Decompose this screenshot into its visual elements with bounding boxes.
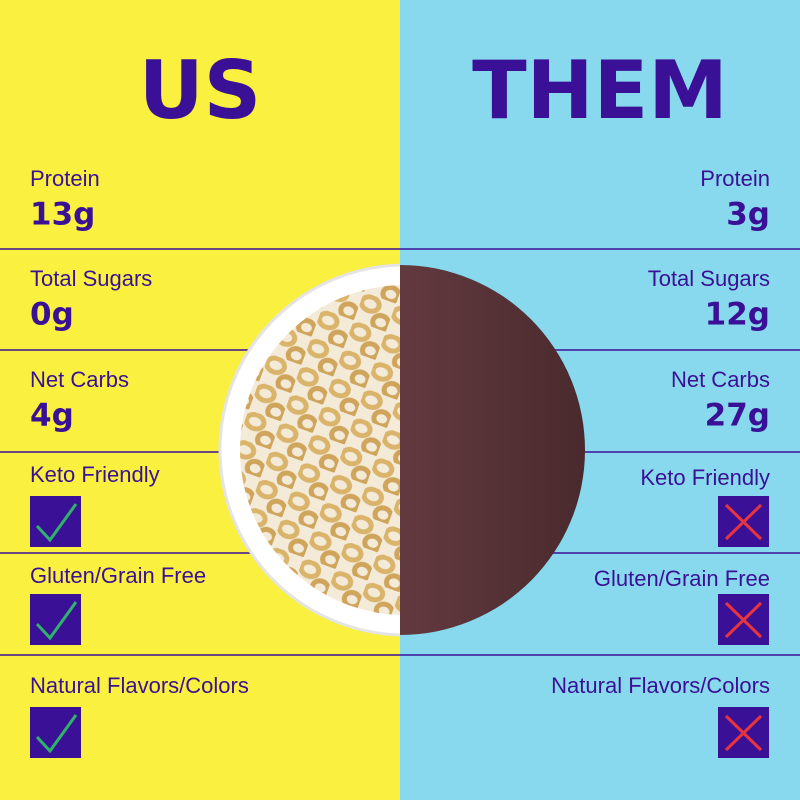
them-label: Protein	[700, 166, 770, 191]
cereal-bowl	[218, 263, 400, 637]
us-value: 13g	[30, 197, 95, 233]
them-value: 3g	[726, 197, 770, 233]
them-title: THEM	[472, 44, 728, 137]
check-icon	[35, 601, 78, 641]
chocolate-cereal	[400, 265, 585, 635]
them-value: 27g	[705, 398, 770, 434]
cross-icon	[724, 503, 763, 541]
them-label: Net Carbs	[671, 367, 770, 392]
us-value: 4g	[30, 398, 74, 434]
us-value: 0g	[30, 297, 74, 333]
check-box	[30, 496, 81, 547]
us-label: Net Carbs	[30, 367, 129, 392]
us-label: Total Sugars	[30, 266, 152, 291]
cross-icon	[724, 601, 763, 639]
them-label: Total Sugars	[648, 266, 770, 291]
check-box	[30, 707, 81, 758]
us-title: US	[139, 44, 262, 137]
them-label: Natural Flavors/Colors	[551, 673, 770, 698]
them-label: Keto Friendly	[640, 465, 770, 490]
check-icon	[35, 503, 78, 543]
them-value: 12g	[705, 297, 770, 333]
cross-icon	[724, 714, 763, 752]
check-icon	[35, 714, 78, 754]
them-label: Gluten/Grain Free	[594, 566, 770, 591]
us-label: Gluten/Grain Free	[30, 563, 206, 588]
us-label: Protein	[30, 166, 100, 191]
us-label: Keto Friendly	[30, 462, 160, 487]
us-label: Natural Flavors/Colors	[30, 673, 249, 698]
check-box	[30, 594, 81, 645]
